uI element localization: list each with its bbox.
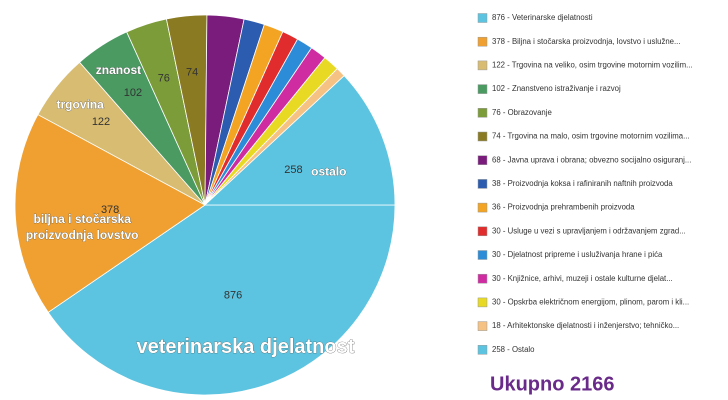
legend-label: 122 - Trgovina na veliko, osim trgovine …	[492, 60, 693, 69]
legend-swatch	[477, 155, 488, 165]
legend-label: 68 - Javna uprava i obrana; obvezno soci…	[492, 155, 691, 164]
pie-slice	[203, 75, 396, 206]
legend-label: 30 - Djelatnost pripreme i usluživanja h…	[492, 250, 663, 259]
slice-label: veterinarska djelatnost	[137, 336, 355, 358]
legend-label: 74 - Trgovina na malo, osim trgovine mot…	[492, 132, 690, 141]
value-label: 122	[92, 116, 110, 128]
value-label: 378	[101, 204, 119, 216]
legend-swatch	[477, 179, 488, 189]
legend-swatch	[477, 297, 488, 308]
total-label: Ukupno 2166	[490, 373, 614, 395]
legend-label: 876 - Veterinarske djelatnosti	[492, 13, 593, 22]
legend-swatch	[477, 202, 488, 213]
legend-label: 18 - Arhitektonske djelatnosti i inženje…	[492, 321, 679, 330]
pie-slice	[14, 114, 206, 313]
legend-label: 258 - Ostalo	[492, 345, 535, 354]
value-label: 102	[124, 87, 142, 99]
legend-label: 30 - Knjižnice, arhivi, muzeji i ostale …	[492, 274, 673, 283]
legend-swatch	[477, 13, 488, 23]
legend-swatch	[477, 108, 488, 118]
slice-label: proizvodnja lovstvo	[26, 228, 139, 242]
value-label: 876	[224, 290, 242, 302]
legend-swatch	[477, 345, 488, 355]
legend-label: 30 - Usluge u vezi s upravljanjem i održ…	[492, 226, 686, 235]
legend-label: 76 - Obrazovanje	[492, 108, 552, 117]
legend-label: 38 - Proizvodnja koksa i rafiniranih naf…	[492, 179, 673, 188]
legend-swatch	[477, 321, 488, 331]
slice-label: ostalo	[311, 165, 346, 179]
legend-swatch	[477, 84, 488, 94]
legend-swatch	[477, 226, 488, 237]
legend-label: 30 - Opskrba električnom energijom, plin…	[492, 297, 689, 306]
value-label: 76	[158, 72, 170, 84]
legend-swatch	[477, 36, 488, 47]
value-label: 258	[284, 164, 302, 176]
slice-label: biljna i stočarska	[33, 212, 131, 226]
value-label: 74	[186, 67, 198, 79]
legend-label: 378 - Biljna i stočarska proizvodnja, lo…	[492, 37, 681, 46]
slice-label: znanost	[96, 63, 141, 77]
slice-label: trgovina	[57, 98, 105, 112]
legend-swatch	[477, 250, 488, 260]
legend-label: 102 - Znanstveno istraživanje i razvoj	[492, 84, 621, 93]
pie-slice	[47, 204, 396, 396]
legend-swatch	[477, 273, 488, 284]
legend-swatch	[477, 60, 488, 71]
legend-label: 36 - Proizvodnja prehrambenih proizvoda	[492, 203, 635, 212]
legend-swatch	[477, 131, 488, 142]
